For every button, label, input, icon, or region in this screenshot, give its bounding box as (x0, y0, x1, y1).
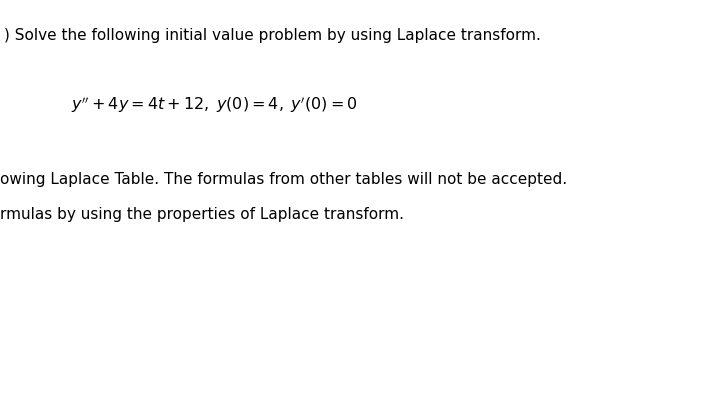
Text: $y'' + 4y = 4t + 12, \; y(0) = 4, \; y'(0) = 0$: $y'' + 4y = 4t + 12, \; y(0) = 4, \; y'(… (71, 95, 357, 115)
Text: ) Solve the following initial value problem by using Laplace transform.: ) Solve the following initial value prob… (4, 28, 540, 43)
Text: rmulas by using the properties of Laplace transform.: rmulas by using the properties of Laplac… (0, 207, 404, 222)
Text: owing Laplace Table. The formulas from other tables will not be accepted.: owing Laplace Table. The formulas from o… (0, 172, 567, 187)
